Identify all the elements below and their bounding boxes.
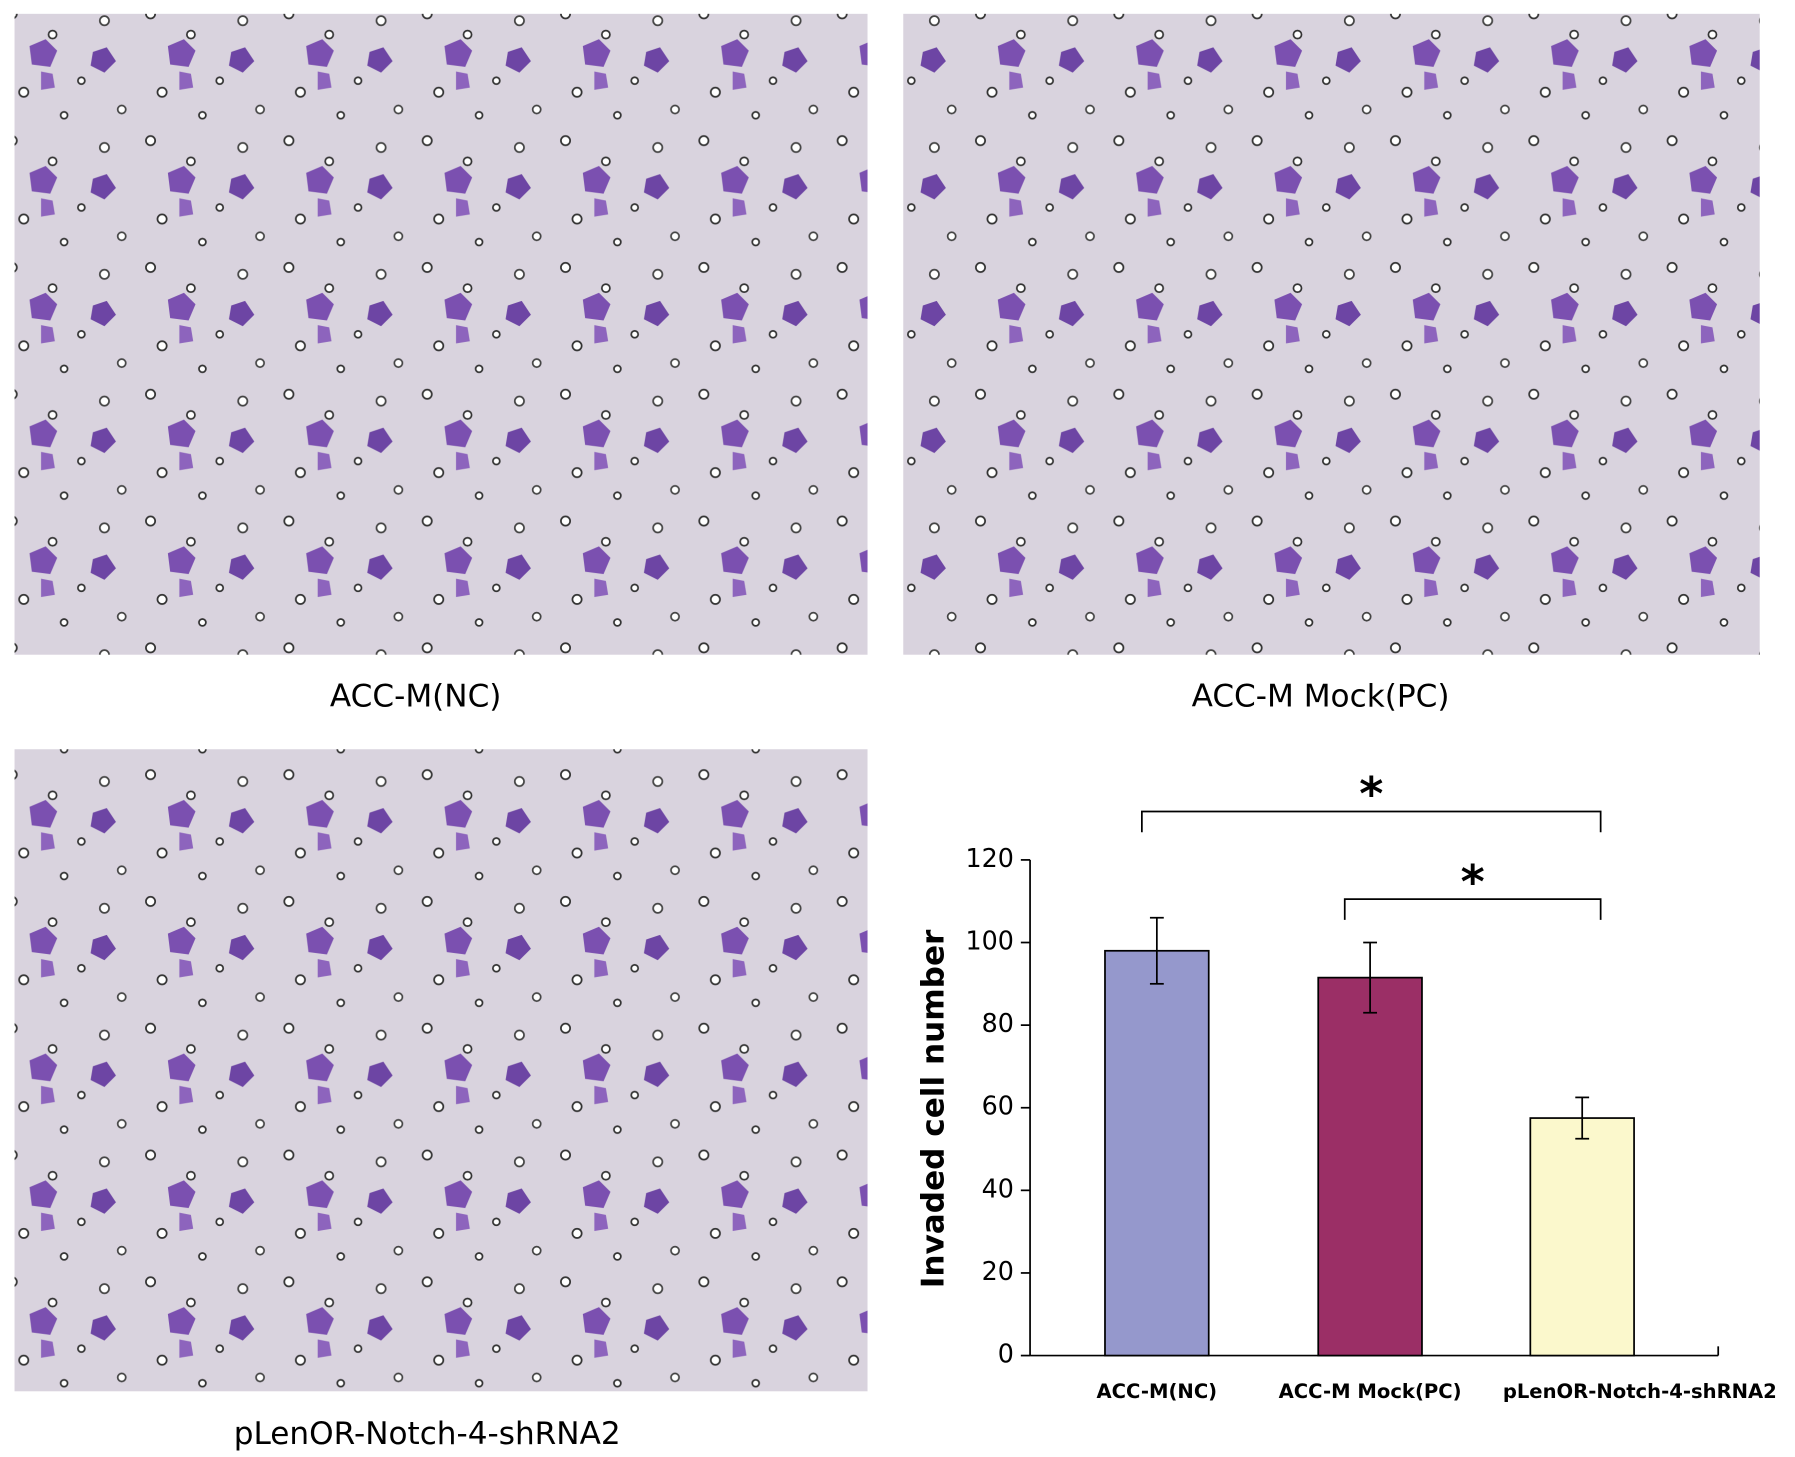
x-tick-label: ACC-M(NC) [1097, 1380, 1218, 1403]
significance-bracket [1141, 810, 1602, 833]
panel-caption: pLenOR-Notch-4-shRNA2 [234, 1416, 621, 1452]
y-tick-label: 40 [982, 1173, 1014, 1203]
x-tick-label: ACC-M Mock(PC) [1279, 1380, 1462, 1403]
y-tick-label: 60 [982, 1091, 1014, 1121]
significance-label: * [1461, 855, 1485, 909]
significance-label: * [1359, 767, 1383, 821]
panel-caption: ACC-M(NC) [330, 678, 502, 714]
y-tick-label: 0 [998, 1339, 1014, 1369]
micrograph [14, 749, 868, 1392]
y-tick-label: 20 [982, 1256, 1014, 1286]
bar [1529, 1117, 1635, 1357]
y-axis-label: Invaded cell number [915, 929, 951, 1288]
significance-bracket [1343, 898, 1602, 920]
bar-chart: Invaded cell number 0 20 40 60 80 100 120 ACC-M… [915, 767, 1776, 1403]
bar [1104, 949, 1210, 1357]
y-tick-label: 100 [966, 926, 1014, 956]
bar [1317, 976, 1423, 1357]
micrograph [903, 13, 1760, 655]
micrograph [14, 13, 868, 655]
y-tick-label: 80 [982, 1008, 1014, 1038]
x-tick-label: pLenOR-Notch-4-shRNA2 [1503, 1380, 1777, 1403]
y-tick-label: 120 [966, 843, 1014, 873]
panel-caption: ACC-M Mock(PC) [1192, 678, 1450, 714]
